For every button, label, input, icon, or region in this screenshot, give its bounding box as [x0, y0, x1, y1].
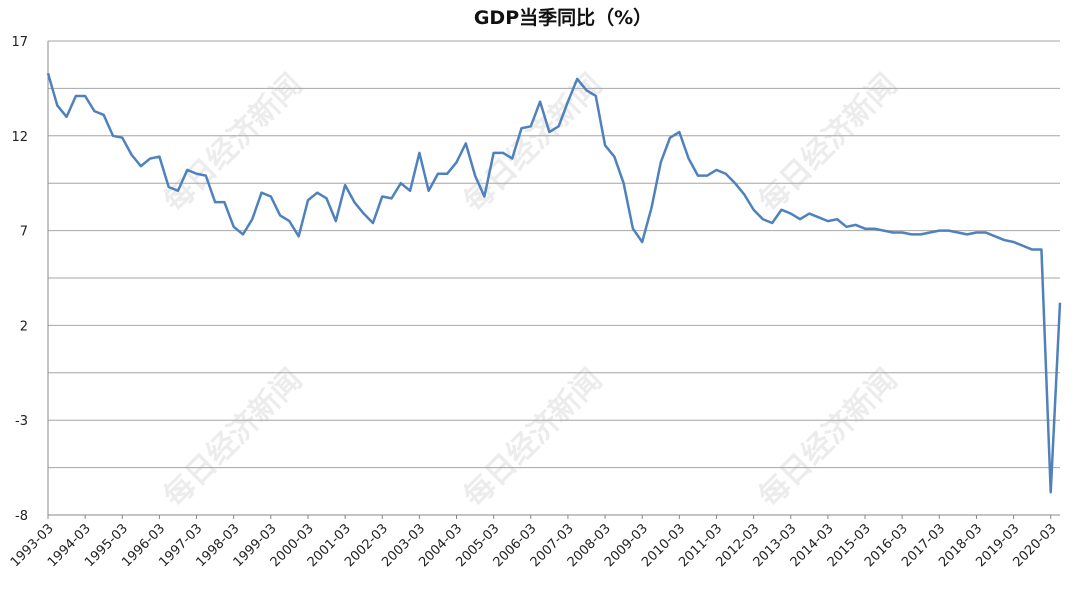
y-axis: 17 12 7 2 -3 -8	[11, 35, 28, 524]
watermark-text: 每日经济新闻	[157, 362, 309, 514]
y-tick-label: 7	[20, 225, 28, 240]
y-tick-label: -8	[15, 509, 28, 524]
y-tick-label: 2	[20, 319, 28, 334]
watermark-text: 每日经济新闻	[457, 362, 609, 514]
y-tick-label: 17	[11, 35, 28, 50]
gridlines	[47, 40, 1060, 516]
chart-title: GDP当季同比（%）	[474, 6, 652, 29]
y-tick-label: -3	[15, 414, 28, 429]
watermark-text: 每日经济新闻	[157, 67, 309, 219]
x-axis: 1993-031994-031995-031996-031997-031998-…	[8, 515, 1060, 570]
gdp-series-line	[46, 72, 1062, 494]
watermark-text: 每日经济新闻	[752, 362, 904, 514]
watermark-text: 每日经济新闻	[752, 67, 904, 219]
y-tick-label: 12	[11, 130, 28, 145]
